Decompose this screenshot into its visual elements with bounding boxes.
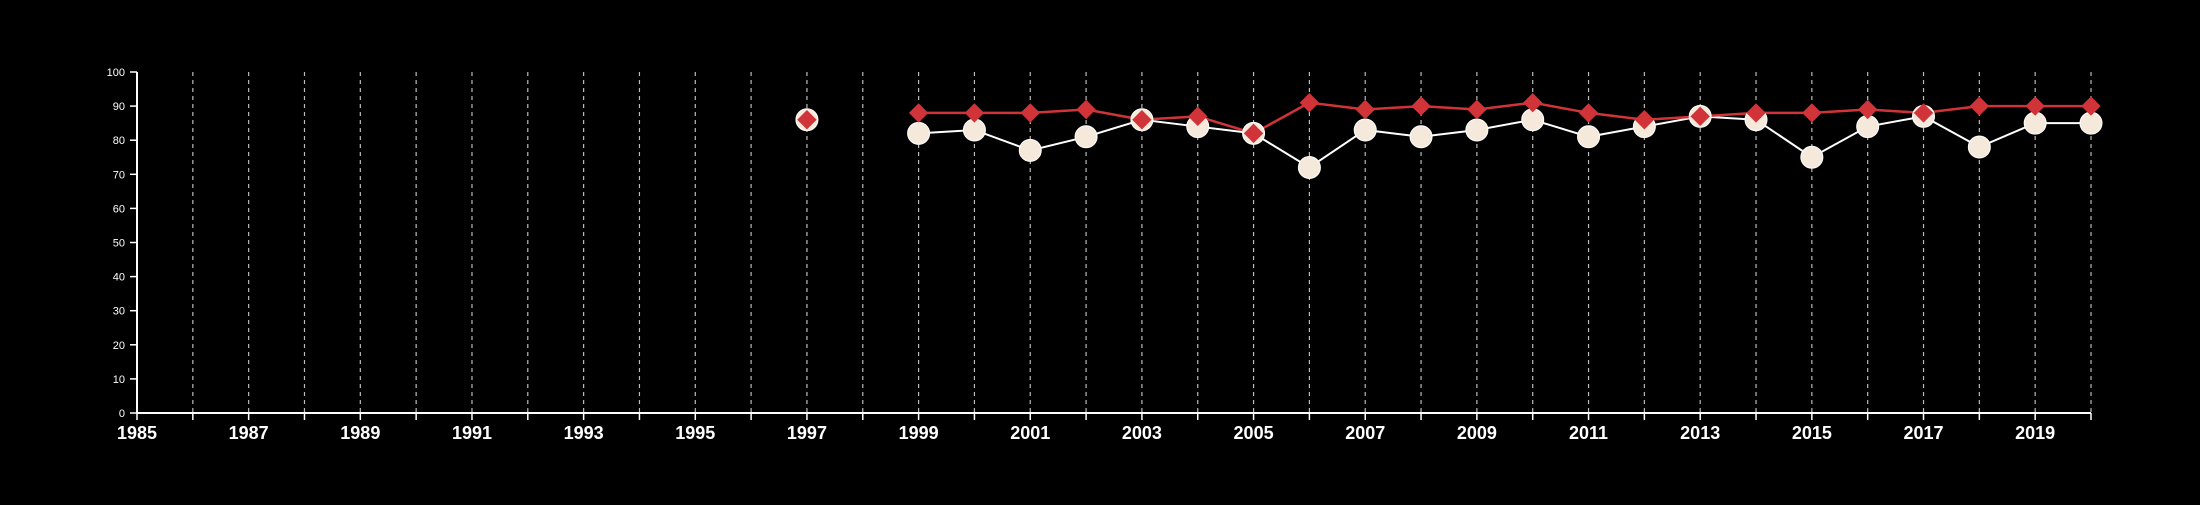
series-circle-point xyxy=(1353,118,1377,142)
series-diamond-line xyxy=(918,101,2091,135)
x-tick-label: 1987 xyxy=(229,423,269,443)
y-tick-label: 70 xyxy=(113,169,125,181)
series-diamond-point xyxy=(1355,99,1375,120)
x-tick-label: 2007 xyxy=(1345,423,1385,443)
x-tick-label: 2009 xyxy=(1457,423,1497,443)
y-tick-label: 30 xyxy=(113,306,125,318)
x-tick-label: 1997 xyxy=(787,423,827,443)
series-diamond-point xyxy=(1411,96,1431,116)
x-tick-label: 2005 xyxy=(1234,423,1274,443)
x-tick-label: 1999 xyxy=(899,423,939,443)
axis-layer: 0 10 20 30 40 50 60 70 80 90 100 1985 1987 1989 1991 19… xyxy=(107,67,2092,443)
series-diamond-point xyxy=(1578,103,1599,123)
x-tick-label: 1989 xyxy=(340,423,380,443)
series-diamond-point xyxy=(1690,106,1710,127)
series-circle-point xyxy=(1577,125,1601,149)
series-diamond-point xyxy=(1802,103,1822,123)
series-diamond-point xyxy=(1467,99,1487,120)
series-layer xyxy=(795,92,2103,179)
y-tick-label: 10 xyxy=(113,374,125,386)
x-tick-label: 1985 xyxy=(117,423,157,443)
y-tick-label: 40 xyxy=(113,272,125,284)
series-circle-point xyxy=(1074,125,1098,149)
series-diamond-point xyxy=(1523,92,1543,113)
y-tick-label: 0 xyxy=(119,408,125,420)
x-tick-label: 2003 xyxy=(1122,423,1162,443)
y-tick-label: 80 xyxy=(113,135,125,147)
y-tick-label: 20 xyxy=(113,340,125,352)
x-tick-label: 2019 xyxy=(2015,423,2055,443)
series-diamond-point xyxy=(1132,110,1152,130)
series-diamond-point xyxy=(1634,110,1655,130)
series-circle-line xyxy=(918,115,2091,169)
x-tick-label: 2017 xyxy=(1903,423,1943,443)
series-diamond-point xyxy=(1243,123,1264,144)
x-tick-label: 2011 xyxy=(1569,423,1608,443)
series-diamond-point xyxy=(1188,106,1208,127)
x-tick-label: 2013 xyxy=(1680,423,1720,443)
x-tick-label: 2015 xyxy=(1792,423,1832,443)
series-diamond-point xyxy=(908,103,929,123)
x-tick-label: 1993 xyxy=(564,423,604,443)
y-tick-label: 60 xyxy=(113,203,125,215)
series-diamond-point xyxy=(1076,99,1096,120)
x-tick-label: 2001 xyxy=(1010,423,1050,443)
series-circle-point xyxy=(1409,125,1433,149)
series-circle-point xyxy=(1800,145,1824,169)
series-circle-point xyxy=(1465,118,1489,142)
series-diamond-point xyxy=(1913,103,1934,123)
series-diamond-point xyxy=(1857,99,1878,120)
x-tick-label: 1995 xyxy=(675,423,715,443)
y-tick-label: 100 xyxy=(107,67,125,79)
series-circle-point xyxy=(907,121,931,145)
series-circle-point xyxy=(1967,135,1991,159)
y-tick-label: 50 xyxy=(113,238,125,250)
series-diamond-point xyxy=(1969,96,1990,116)
series-diamond-point xyxy=(797,110,817,130)
series-circle-point xyxy=(1297,155,1321,179)
series-diamond-point xyxy=(1299,92,1320,113)
x-tick-label: 1991 xyxy=(452,423,492,443)
series-diamond-point xyxy=(2081,96,2101,116)
series-diamond-point xyxy=(2025,96,2045,116)
series-diamond-point xyxy=(1020,103,1040,123)
series-diamond-point xyxy=(964,103,985,123)
series-circle-point xyxy=(1018,138,1042,162)
y-tick-label: 90 xyxy=(113,101,125,113)
series-diamond-point xyxy=(1746,103,1766,123)
